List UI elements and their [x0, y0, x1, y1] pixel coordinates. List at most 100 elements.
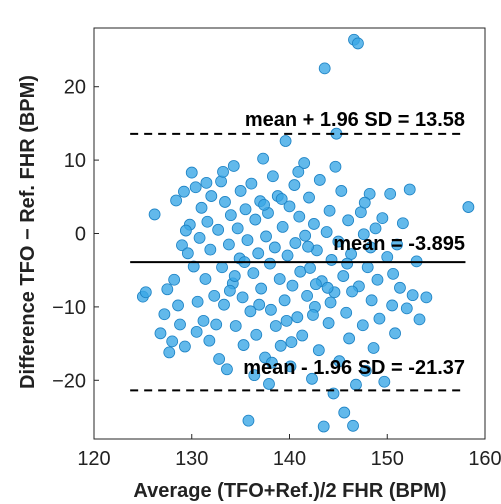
- data-point: [462, 201, 475, 213]
- data-point: [369, 222, 382, 235]
- data-point: [203, 334, 216, 347]
- data-point: [350, 378, 362, 391]
- data-point: [346, 285, 358, 298]
- data-point: [363, 187, 376, 200]
- data-point: [304, 262, 316, 274]
- data-point: [294, 265, 307, 278]
- data-point: [244, 305, 257, 318]
- reference-lines: [130, 132, 466, 392]
- data-point: [293, 210, 306, 223]
- data-point: [216, 261, 228, 274]
- scatter-points: [136, 33, 475, 433]
- x-tick-label: 120: [77, 448, 110, 470]
- data-point: [308, 218, 320, 230]
- data-point: [364, 241, 377, 254]
- annotation-upper-loa: mean + 1.96 SD = 13.58: [245, 109, 465, 131]
- data-point: [258, 198, 270, 211]
- data-point: [148, 208, 161, 221]
- data-point: [394, 281, 406, 294]
- data-point: [358, 196, 371, 209]
- data-point: [283, 200, 296, 213]
- data-point: [168, 273, 181, 286]
- data-point: [321, 281, 334, 294]
- data-point: [247, 267, 260, 280]
- y-tick-label: 0: [75, 224, 86, 246]
- y-tick-label: −20: [52, 370, 86, 392]
- data-point: [285, 336, 298, 349]
- data-point: [284, 360, 297, 373]
- data-point: [189, 181, 202, 194]
- data-point: [301, 289, 313, 302]
- data-point: [234, 185, 247, 197]
- data-point: [158, 308, 171, 321]
- data-point: [204, 243, 217, 256]
- data-point: [193, 232, 206, 244]
- data-point: [163, 346, 176, 359]
- data-point: [386, 299, 399, 312]
- data-point: [229, 320, 242, 332]
- x-tick-label: 140: [273, 448, 306, 470]
- data-point: [179, 340, 191, 353]
- data-point: [403, 183, 416, 196]
- annotation-lower-loa: mean - 1.96 SD = -21.37: [243, 357, 465, 379]
- data-point: [201, 215, 214, 228]
- data-point: [242, 414, 255, 427]
- data-point: [265, 303, 277, 316]
- data-point: [274, 339, 287, 352]
- data-point: [333, 355, 346, 368]
- y-tick-label: −10: [52, 297, 86, 319]
- data-point: [365, 294, 378, 307]
- data-point: [263, 378, 275, 390]
- data-point: [264, 257, 276, 270]
- data-point: [219, 196, 231, 208]
- data-point: [191, 295, 204, 308]
- data-point: [200, 176, 213, 189]
- data-point: [245, 177, 258, 190]
- data-point: [341, 257, 354, 270]
- data-point: [378, 375, 391, 388]
- data-point: [279, 135, 292, 147]
- data-point: [273, 273, 286, 285]
- data-point: [325, 254, 338, 266]
- data-point: [197, 314, 210, 327]
- data-point: [292, 165, 305, 178]
- data-point: [359, 364, 372, 377]
- data-point: [307, 309, 319, 321]
- data-point: [212, 223, 225, 236]
- axis-ticks: 120 130 140 150 160 −20 −10 0 10 20: [52, 77, 501, 470]
- data-point: [384, 187, 397, 200]
- data-point: [260, 230, 272, 243]
- data-point: [161, 283, 174, 296]
- data-point: [357, 228, 370, 241]
- data-point: [217, 165, 229, 178]
- data-point: [190, 325, 203, 338]
- data-point: [299, 229, 312, 242]
- data-point: [329, 160, 342, 173]
- data-point: [413, 313, 426, 326]
- data-point: [389, 327, 401, 340]
- data-point: [187, 260, 200, 273]
- data-point: [312, 344, 325, 357]
- data-point: [387, 267, 400, 280]
- data-point: [342, 214, 355, 227]
- data-point: [221, 363, 233, 376]
- data-point: [185, 166, 198, 179]
- data-point: [320, 226, 333, 238]
- data-point: [236, 291, 249, 304]
- data-point: [139, 286, 152, 299]
- data-point: [176, 239, 188, 252]
- data-point: [335, 185, 348, 197]
- data-point: [275, 193, 288, 205]
- data-point: [268, 241, 281, 254]
- data-point: [253, 298, 266, 311]
- data-point: [223, 284, 236, 297]
- data-point: [340, 306, 353, 319]
- data-point: [356, 319, 369, 332]
- data-point: [286, 279, 299, 292]
- data-point: [252, 247, 265, 260]
- x-tick-label: 150: [371, 448, 404, 470]
- x-tick-label: 160: [468, 448, 501, 470]
- data-point: [309, 278, 322, 291]
- data-point: [420, 291, 433, 304]
